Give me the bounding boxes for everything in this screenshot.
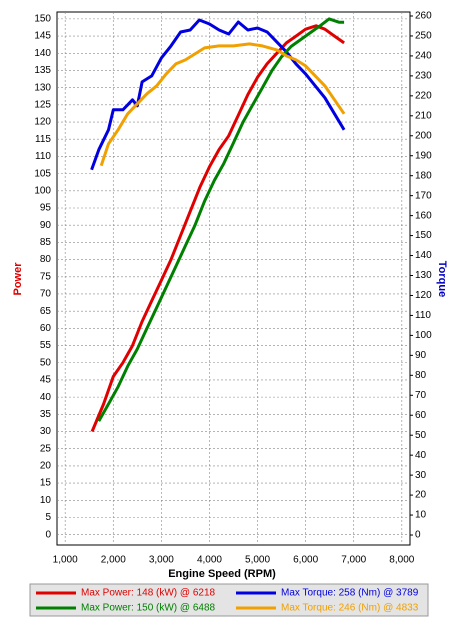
y-tick-label: 65 bbox=[40, 306, 52, 317]
y-tick-label: 80 bbox=[40, 254, 52, 265]
y-tick-label: 75 bbox=[40, 271, 52, 282]
y2-tick-label: 60 bbox=[415, 410, 427, 421]
y-tick-label: 20 bbox=[40, 461, 52, 472]
y-tick-label: 0 bbox=[45, 529, 51, 540]
legend-label: Max Power: 148 (kW) @ 6218 bbox=[81, 588, 216, 599]
y2-tick-label: 130 bbox=[415, 270, 432, 281]
series-line bbox=[90, 24, 345, 433]
y2-tick-label: 100 bbox=[415, 330, 432, 341]
y-tick-label: 25 bbox=[40, 443, 52, 454]
y-tick-label: 100 bbox=[34, 185, 51, 196]
y2-tick-label: 10 bbox=[415, 510, 427, 521]
y-tick-label: 70 bbox=[40, 289, 52, 300]
y-tick-label: 135 bbox=[34, 65, 51, 76]
y-tick-label: 40 bbox=[40, 392, 52, 403]
y2-tick-label: 200 bbox=[415, 130, 432, 141]
y2-tick-label: 260 bbox=[415, 11, 432, 22]
y2-tick-label: 120 bbox=[415, 290, 432, 301]
x-tick-label: 4,000 bbox=[197, 555, 222, 566]
y-tick-label: 150 bbox=[34, 14, 51, 25]
y-tick-label: 95 bbox=[40, 203, 52, 214]
x-tick-label: 8,000 bbox=[389, 555, 414, 566]
y-tick-label: 50 bbox=[40, 357, 52, 368]
y2-tick-label: 250 bbox=[415, 31, 432, 42]
legend-label: Max Torque: 246 (Nm) @ 4833 bbox=[281, 603, 419, 614]
y-tick-label: 85 bbox=[40, 237, 52, 248]
y-tick-label: 30 bbox=[40, 426, 52, 437]
y2-tick-label: 70 bbox=[415, 390, 427, 401]
y2-tick-label: 240 bbox=[415, 51, 432, 62]
y-tick-label: 35 bbox=[40, 409, 52, 420]
y-tick-label: 110 bbox=[35, 151, 51, 162]
x-tick-label: 3,000 bbox=[149, 555, 174, 566]
y-tick-label: 130 bbox=[34, 82, 51, 93]
x-tick-label: 2,000 bbox=[101, 555, 126, 566]
y-tick-label: 60 bbox=[40, 323, 52, 334]
y-tick-label: 90 bbox=[40, 220, 52, 231]
y2-tick-label: 0 bbox=[415, 530, 421, 541]
y2-tick-label: 50 bbox=[415, 430, 427, 441]
y2-tick-label: 180 bbox=[415, 170, 432, 181]
y-tick-label: 105 bbox=[34, 168, 51, 179]
series-line bbox=[97, 17, 345, 422]
legend-label: Max Power: 150 (kW) @ 6488 bbox=[81, 603, 216, 614]
x-tick-label: 1,000 bbox=[53, 555, 78, 566]
series-line bbox=[99, 42, 346, 167]
y-tick-label: 125 bbox=[34, 99, 51, 110]
y-tick-label: 5 bbox=[45, 512, 51, 523]
y2-tick-label: 150 bbox=[415, 230, 432, 241]
plot-area bbox=[56, 11, 411, 546]
x-axis-label: Engine Speed (RPM) bbox=[168, 568, 276, 580]
y-tick-label: 15 bbox=[40, 478, 52, 489]
y-axis-label: Power bbox=[12, 262, 24, 296]
series-line bbox=[90, 18, 346, 171]
y2-tick-label: 30 bbox=[415, 470, 427, 481]
y2-tick-label: 190 bbox=[415, 150, 432, 161]
x-tick-label: 6,000 bbox=[293, 555, 318, 566]
legend-label: Max Torque: 258 (Nm) @ 3789 bbox=[281, 588, 419, 599]
y-tick-label: 145 bbox=[34, 31, 51, 42]
y-tick-label: 55 bbox=[40, 340, 52, 351]
y2-tick-label: 230 bbox=[415, 71, 432, 82]
y2-tick-label: 40 bbox=[415, 450, 427, 461]
y-tick-label: 140 bbox=[34, 48, 51, 59]
y2-tick-label: 110 bbox=[415, 310, 431, 321]
x-tick-label: 5,000 bbox=[245, 555, 270, 566]
x-tick-label: 7,000 bbox=[341, 555, 366, 566]
y2-axis-label: Torque bbox=[436, 261, 448, 297]
y2-tick-label: 220 bbox=[415, 90, 432, 101]
y2-tick-label: 160 bbox=[415, 210, 432, 221]
y2-tick-label: 20 bbox=[415, 490, 427, 501]
y2-tick-label: 90 bbox=[415, 350, 427, 361]
y2-tick-label: 80 bbox=[415, 370, 427, 381]
y2-tick-label: 140 bbox=[415, 250, 432, 261]
y-tick-label: 115 bbox=[35, 134, 51, 145]
y2-tick-label: 210 bbox=[415, 110, 432, 121]
y-tick-label: 45 bbox=[40, 375, 52, 386]
legend bbox=[29, 583, 429, 617]
y2-tick-label: 170 bbox=[415, 190, 432, 201]
y-tick-label: 120 bbox=[34, 117, 51, 128]
y-tick-label: 10 bbox=[40, 495, 52, 506]
